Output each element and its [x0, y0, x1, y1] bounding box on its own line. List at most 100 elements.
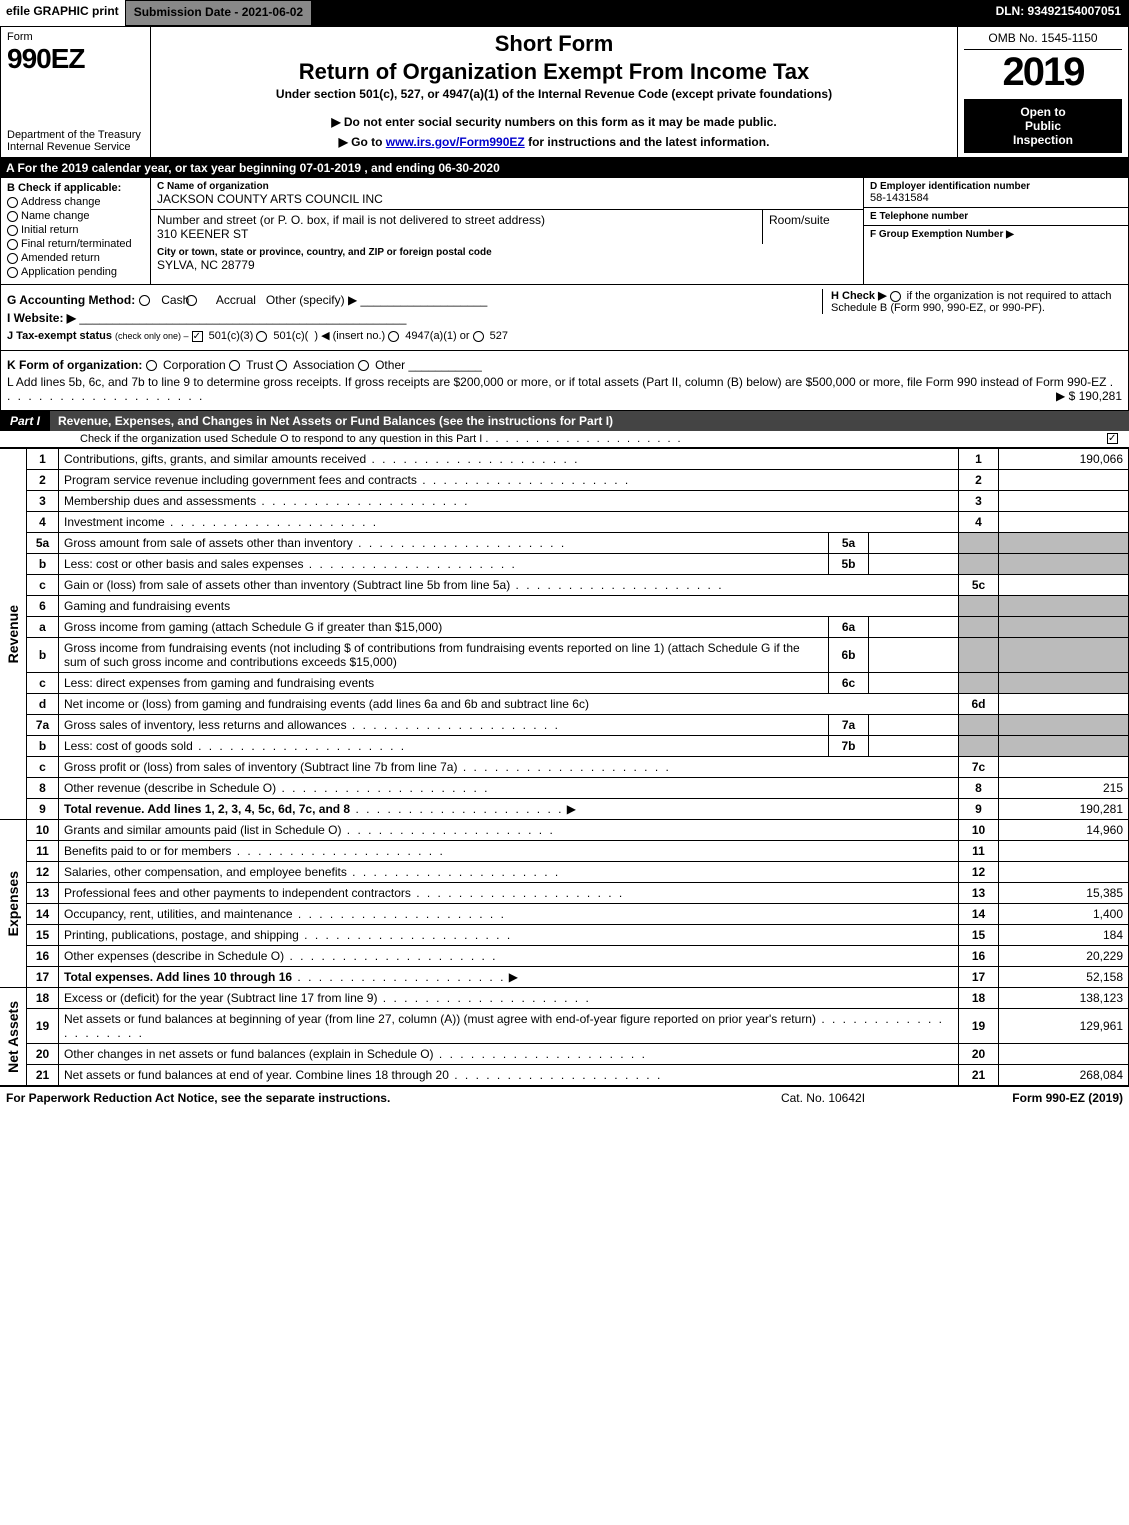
l18-amt: 138,123	[999, 988, 1129, 1009]
part-1-note-text: Check if the organization used Schedule …	[80, 433, 482, 445]
title-short-form: Short Form	[159, 31, 949, 57]
l7b-no: b	[27, 736, 59, 757]
l16-amt: 20,229	[999, 946, 1129, 967]
l7b-shade-amt	[999, 736, 1129, 757]
box-h-label: H Check ▶	[831, 290, 887, 302]
chk-501c[interactable]	[256, 331, 267, 342]
chk-name-change[interactable]: Name change	[7, 210, 144, 222]
l9-no: 9	[27, 799, 59, 820]
box-j-sub: (check only one) –	[115, 331, 189, 341]
box-h: H Check ▶ if the organization is not req…	[822, 289, 1122, 314]
box-ghij: H Check ▶ if the organization is not req…	[0, 285, 1129, 351]
chk-4947[interactable]	[388, 331, 399, 342]
chk-other[interactable]	[358, 360, 369, 371]
box-d: D Employer identification number 58-1431…	[864, 178, 1128, 208]
l14-desc: Occupancy, rent, utilities, and maintena…	[59, 904, 959, 925]
l7a-shade	[959, 715, 999, 736]
line-1: Revenue 1 Contributions, gifts, grants, …	[0, 449, 1129, 470]
l5c-desc: Gain or (loss) from sale of assets other…	[59, 575, 959, 596]
room-cell: Room/suite	[763, 210, 863, 244]
header-right: OMB No. 1545-1150 2019 Open to Public In…	[958, 27, 1128, 157]
irs-link[interactable]: www.irs.gov/Form990EZ	[386, 135, 525, 149]
box-k: K Form of organization: Corporation Trus…	[7, 358, 1122, 372]
line-6c: c Less: direct expenses from gaming and …	[0, 673, 1129, 694]
l15-amt: 184	[999, 925, 1129, 946]
box-c: C Name of organization JACKSON COUNTY AR…	[151, 178, 863, 284]
page-footer: For Paperwork Reduction Act Notice, see …	[0, 1086, 1129, 1109]
chk-schedule-o[interactable]	[1107, 433, 1118, 444]
l1-desc: Contributions, gifts, grants, and simila…	[59, 449, 959, 470]
l3-amt	[999, 491, 1129, 512]
l17-ln: 17	[959, 967, 999, 988]
l6d-ln: 6d	[959, 694, 999, 715]
l5a-sub: 5a	[829, 533, 869, 554]
chk-trust[interactable]	[229, 360, 240, 371]
efile-label[interactable]: efile GRAPHIC print	[0, 0, 125, 26]
chk-initial-return[interactable]: Initial return	[7, 224, 144, 236]
line-5a: 5a Gross amount from sale of assets othe…	[0, 533, 1129, 554]
form-header: Form 990EZ Department of the Treasury In…	[0, 26, 1129, 158]
l14-ln: 14	[959, 904, 999, 925]
l7c-no: c	[27, 757, 59, 778]
open3: Inspection	[1013, 133, 1073, 147]
l5a-shade-amt	[999, 533, 1129, 554]
l7a-subamt	[869, 715, 959, 736]
l7a-shade-amt	[999, 715, 1129, 736]
l6b-subamt	[869, 638, 959, 673]
chk-address-change-label: Address change	[21, 196, 101, 208]
city-cell: City or town, state or province, country…	[151, 244, 863, 275]
chk-application-pending-label: Application pending	[21, 266, 117, 278]
chk-association[interactable]	[276, 360, 287, 371]
line-3: 3 Membership dues and assessments 3	[0, 491, 1129, 512]
box-e: E Telephone number	[864, 208, 1128, 226]
l6a-subamt	[869, 617, 959, 638]
l7b-subamt	[869, 736, 959, 757]
city-value: SYLVA, NC 28779	[157, 258, 857, 272]
l10-no: 10	[27, 820, 59, 841]
l3-desc: Membership dues and assessments	[59, 491, 959, 512]
org-name-label: C Name of organization	[157, 181, 857, 192]
line-9: 9 Total revenue. Add lines 1, 2, 3, 4, 5…	[0, 799, 1129, 820]
l5b-subamt	[869, 554, 959, 575]
chk-application-pending[interactable]: Application pending	[7, 266, 144, 278]
l6c-shade	[959, 673, 999, 694]
chk-501c3[interactable]	[192, 331, 203, 342]
top-bar: efile GRAPHIC print Submission Date - 20…	[0, 0, 1129, 26]
chk-corporation[interactable]	[146, 360, 157, 371]
l17-desc: Total expenses. Add lines 10 through 16 …	[59, 967, 959, 988]
chk-amended-return[interactable]: Amended return	[7, 252, 144, 264]
chk-cash[interactable]	[139, 295, 150, 306]
l14-no: 14	[27, 904, 59, 925]
goto-line: ▶ Go to www.irs.gov/Form990EZ for instru…	[159, 135, 949, 149]
l17-amt: 52,158	[999, 967, 1129, 988]
chk-527[interactable]	[473, 331, 484, 342]
l6a-no: a	[27, 617, 59, 638]
line-17: 17 Total expenses. Add lines 10 through …	[0, 967, 1129, 988]
box-g-opts: Cash Accrual Other (specify) ▶ _________…	[161, 293, 487, 307]
form-word: Form	[7, 31, 144, 43]
l6c-desc: Less: direct expenses from gaming and fu…	[59, 673, 829, 694]
l19-no: 19	[27, 1009, 59, 1044]
chk-address-change[interactable]: Address change	[7, 196, 144, 208]
chk-final-return[interactable]: Final return/terminated	[7, 238, 144, 250]
ein-value: 58-1431584	[870, 192, 1122, 204]
l21-desc: Net assets or fund balances at end of ye…	[59, 1065, 959, 1086]
l2-ln: 2	[959, 470, 999, 491]
line-6b: b Gross income from fundraising events (…	[0, 638, 1129, 673]
l11-ln: 11	[959, 841, 999, 862]
chk-schedule-b[interactable]	[890, 291, 901, 302]
title-return: Return of Organization Exempt From Incom…	[159, 59, 949, 85]
l11-amt	[999, 841, 1129, 862]
l4-ln: 4	[959, 512, 999, 533]
box-k-label: K Form of organization:	[7, 358, 142, 372]
l18-ln: 18	[959, 988, 999, 1009]
open1: Open to	[1020, 105, 1065, 119]
line-12: 12 Salaries, other compensation, and emp…	[0, 862, 1129, 883]
side-revenue: Revenue	[0, 449, 27, 820]
l5c-ln: 5c	[959, 575, 999, 596]
line-5b: b Less: cost or other basis and sales ex…	[0, 554, 1129, 575]
l12-amt	[999, 862, 1129, 883]
line-7c: c Gross profit or (loss) from sales of i…	[0, 757, 1129, 778]
l18-desc: Excess or (deficit) for the year (Subtra…	[59, 988, 959, 1009]
l11-desc: Benefits paid to or for members	[59, 841, 959, 862]
